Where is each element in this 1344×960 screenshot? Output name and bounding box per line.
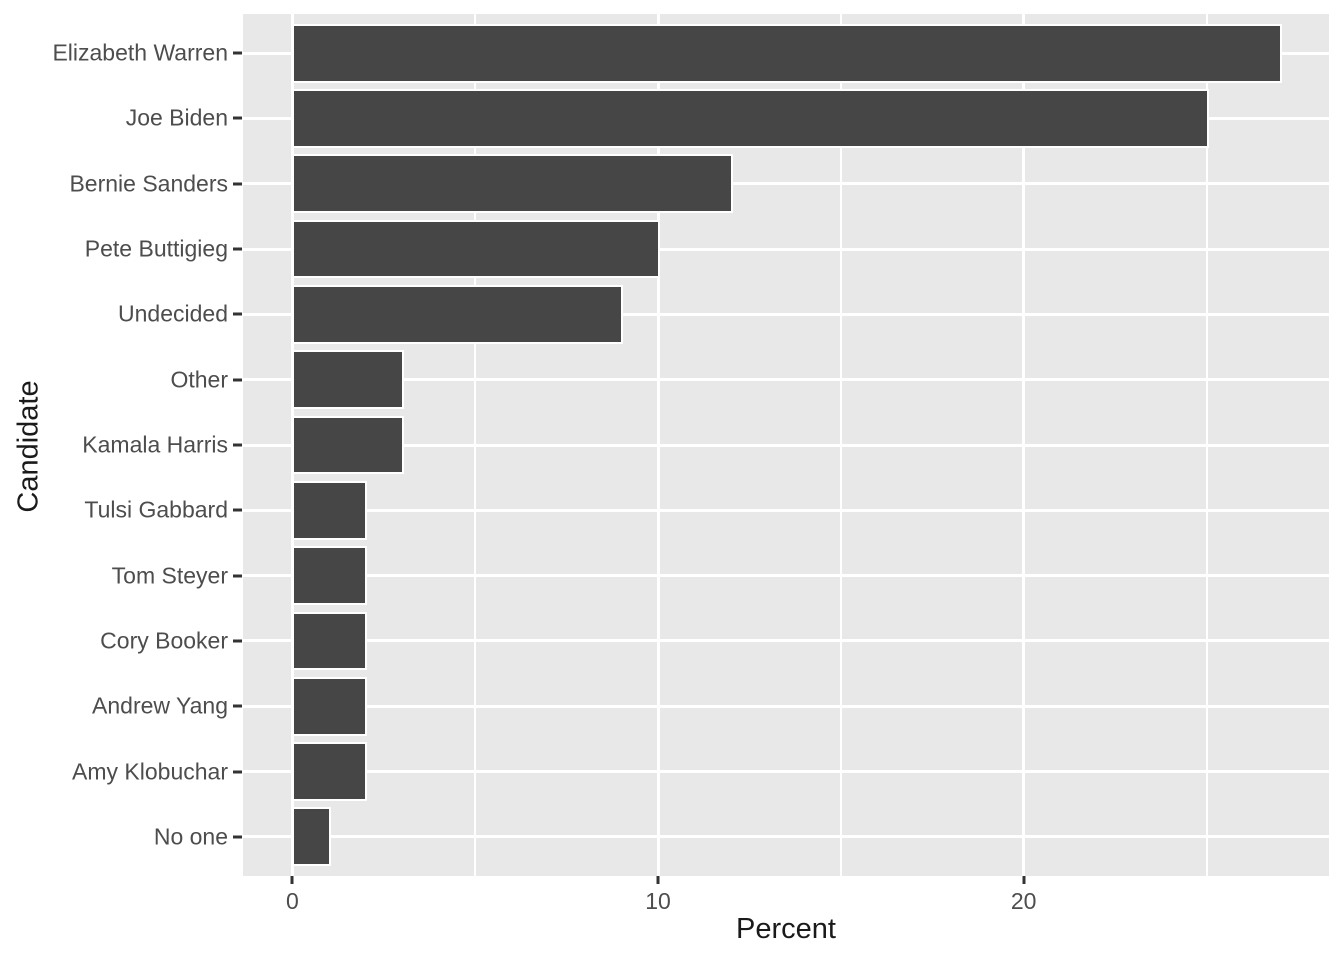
bar-bernie-sanders bbox=[292, 154, 734, 214]
y-axis-label-andrew-yang: Andrew Yang bbox=[92, 692, 228, 719]
y-tick-mark-5 bbox=[233, 378, 242, 382]
bar-kamala-harris bbox=[292, 415, 405, 475]
gridline-y-5 bbox=[243, 378, 1329, 382]
gridline-y-2 bbox=[243, 182, 1329, 186]
gridline-y-11 bbox=[243, 770, 1329, 773]
x-tick-mark-10 bbox=[656, 876, 660, 884]
y-tick-mark-8 bbox=[233, 574, 242, 578]
y-axis-label-joe-biden: Joe Biden bbox=[125, 104, 228, 131]
bar-cory-booker bbox=[292, 611, 368, 671]
y-axis-label-elizabeth-warren: Elizabeth Warren bbox=[52, 39, 228, 66]
gridline-y-9 bbox=[243, 639, 1329, 643]
y-tick-mark-10 bbox=[233, 704, 242, 708]
y-tick-mark-7 bbox=[233, 508, 242, 512]
gridline-y-8 bbox=[243, 574, 1329, 578]
y-tick-mark-11 bbox=[233, 770, 242, 773]
gridline-y-12 bbox=[243, 835, 1329, 839]
y-axis-label-no-one: No one bbox=[153, 823, 228, 850]
gridline-y-6 bbox=[243, 443, 1329, 447]
y-tick-mark-4 bbox=[233, 312, 242, 316]
bar-no-one bbox=[292, 807, 331, 867]
y-axis-label-amy-klobuchar: Amy Klobuchar bbox=[72, 758, 228, 784]
y-tick-mark-3 bbox=[233, 247, 242, 251]
gridline-y-10 bbox=[243, 704, 1329, 708]
y-tick-mark-1 bbox=[233, 116, 242, 120]
x-axis-tick-label-0: 0 bbox=[285, 888, 299, 914]
y-axis-label-other: Other bbox=[170, 366, 228, 393]
y-tick-mark-0 bbox=[233, 51, 242, 55]
x-axis-tick-label-20: 20 bbox=[1010, 888, 1037, 914]
bar-andrew-yang bbox=[292, 676, 368, 736]
bar-elizabeth-warren bbox=[292, 23, 1282, 83]
plot-panel bbox=[243, 14, 1329, 876]
y-tick-mark-2 bbox=[233, 182, 242, 186]
y-axis-label-bernie-sanders: Bernie Sanders bbox=[69, 170, 228, 197]
y-tick-mark-9 bbox=[233, 639, 242, 643]
gridline-y-7 bbox=[243, 508, 1329, 512]
x-axis-title: Percent bbox=[736, 913, 836, 945]
y-axis-label-undecided: Undecided bbox=[118, 300, 228, 327]
y-tick-mark-12 bbox=[233, 835, 242, 839]
gridline-y-3 bbox=[243, 247, 1329, 251]
y-axis-label-cory-booker: Cory Booker bbox=[100, 627, 228, 654]
y-axis-label-tom-steyer: Tom Steyer bbox=[111, 562, 228, 589]
y-axis-label-pete-buttigieg: Pete Buttigieg bbox=[84, 235, 228, 262]
bar-other bbox=[292, 350, 405, 410]
y-axis-label-tulsi-gabbard: Tulsi Gabbard bbox=[84, 496, 228, 523]
x-tick-mark-20 bbox=[1022, 876, 1026, 884]
y-tick-mark-6 bbox=[233, 443, 242, 447]
y-axis-label-kamala-harris: Kamala Harris bbox=[82, 431, 228, 458]
bar-amy-klobuchar bbox=[292, 742, 368, 801]
bar-tulsi-gabbard bbox=[292, 480, 368, 540]
bar-undecided bbox=[292, 285, 624, 344]
bar-pete-buttigieg bbox=[292, 219, 661, 279]
x-axis-tick-label-10: 10 bbox=[645, 888, 671, 914]
x-tick-mark-0 bbox=[290, 876, 294, 884]
gridline-y-4 bbox=[243, 312, 1329, 316]
bar-joe-biden bbox=[292, 89, 1209, 148]
bar-tom-steyer bbox=[292, 546, 368, 605]
